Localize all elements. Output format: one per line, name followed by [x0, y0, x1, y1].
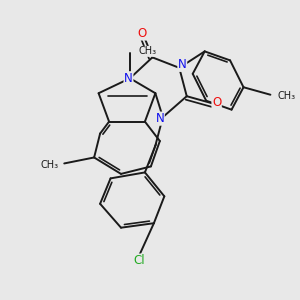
Text: CH₃: CH₃	[40, 160, 58, 170]
Text: CH₃: CH₃	[139, 46, 157, 56]
Text: O: O	[212, 96, 221, 109]
Text: N: N	[155, 112, 164, 125]
Text: O: O	[137, 27, 147, 40]
Text: N: N	[124, 72, 133, 85]
Text: CH₃: CH₃	[278, 91, 296, 101]
Text: Cl: Cl	[133, 254, 145, 267]
Text: N: N	[178, 58, 187, 71]
